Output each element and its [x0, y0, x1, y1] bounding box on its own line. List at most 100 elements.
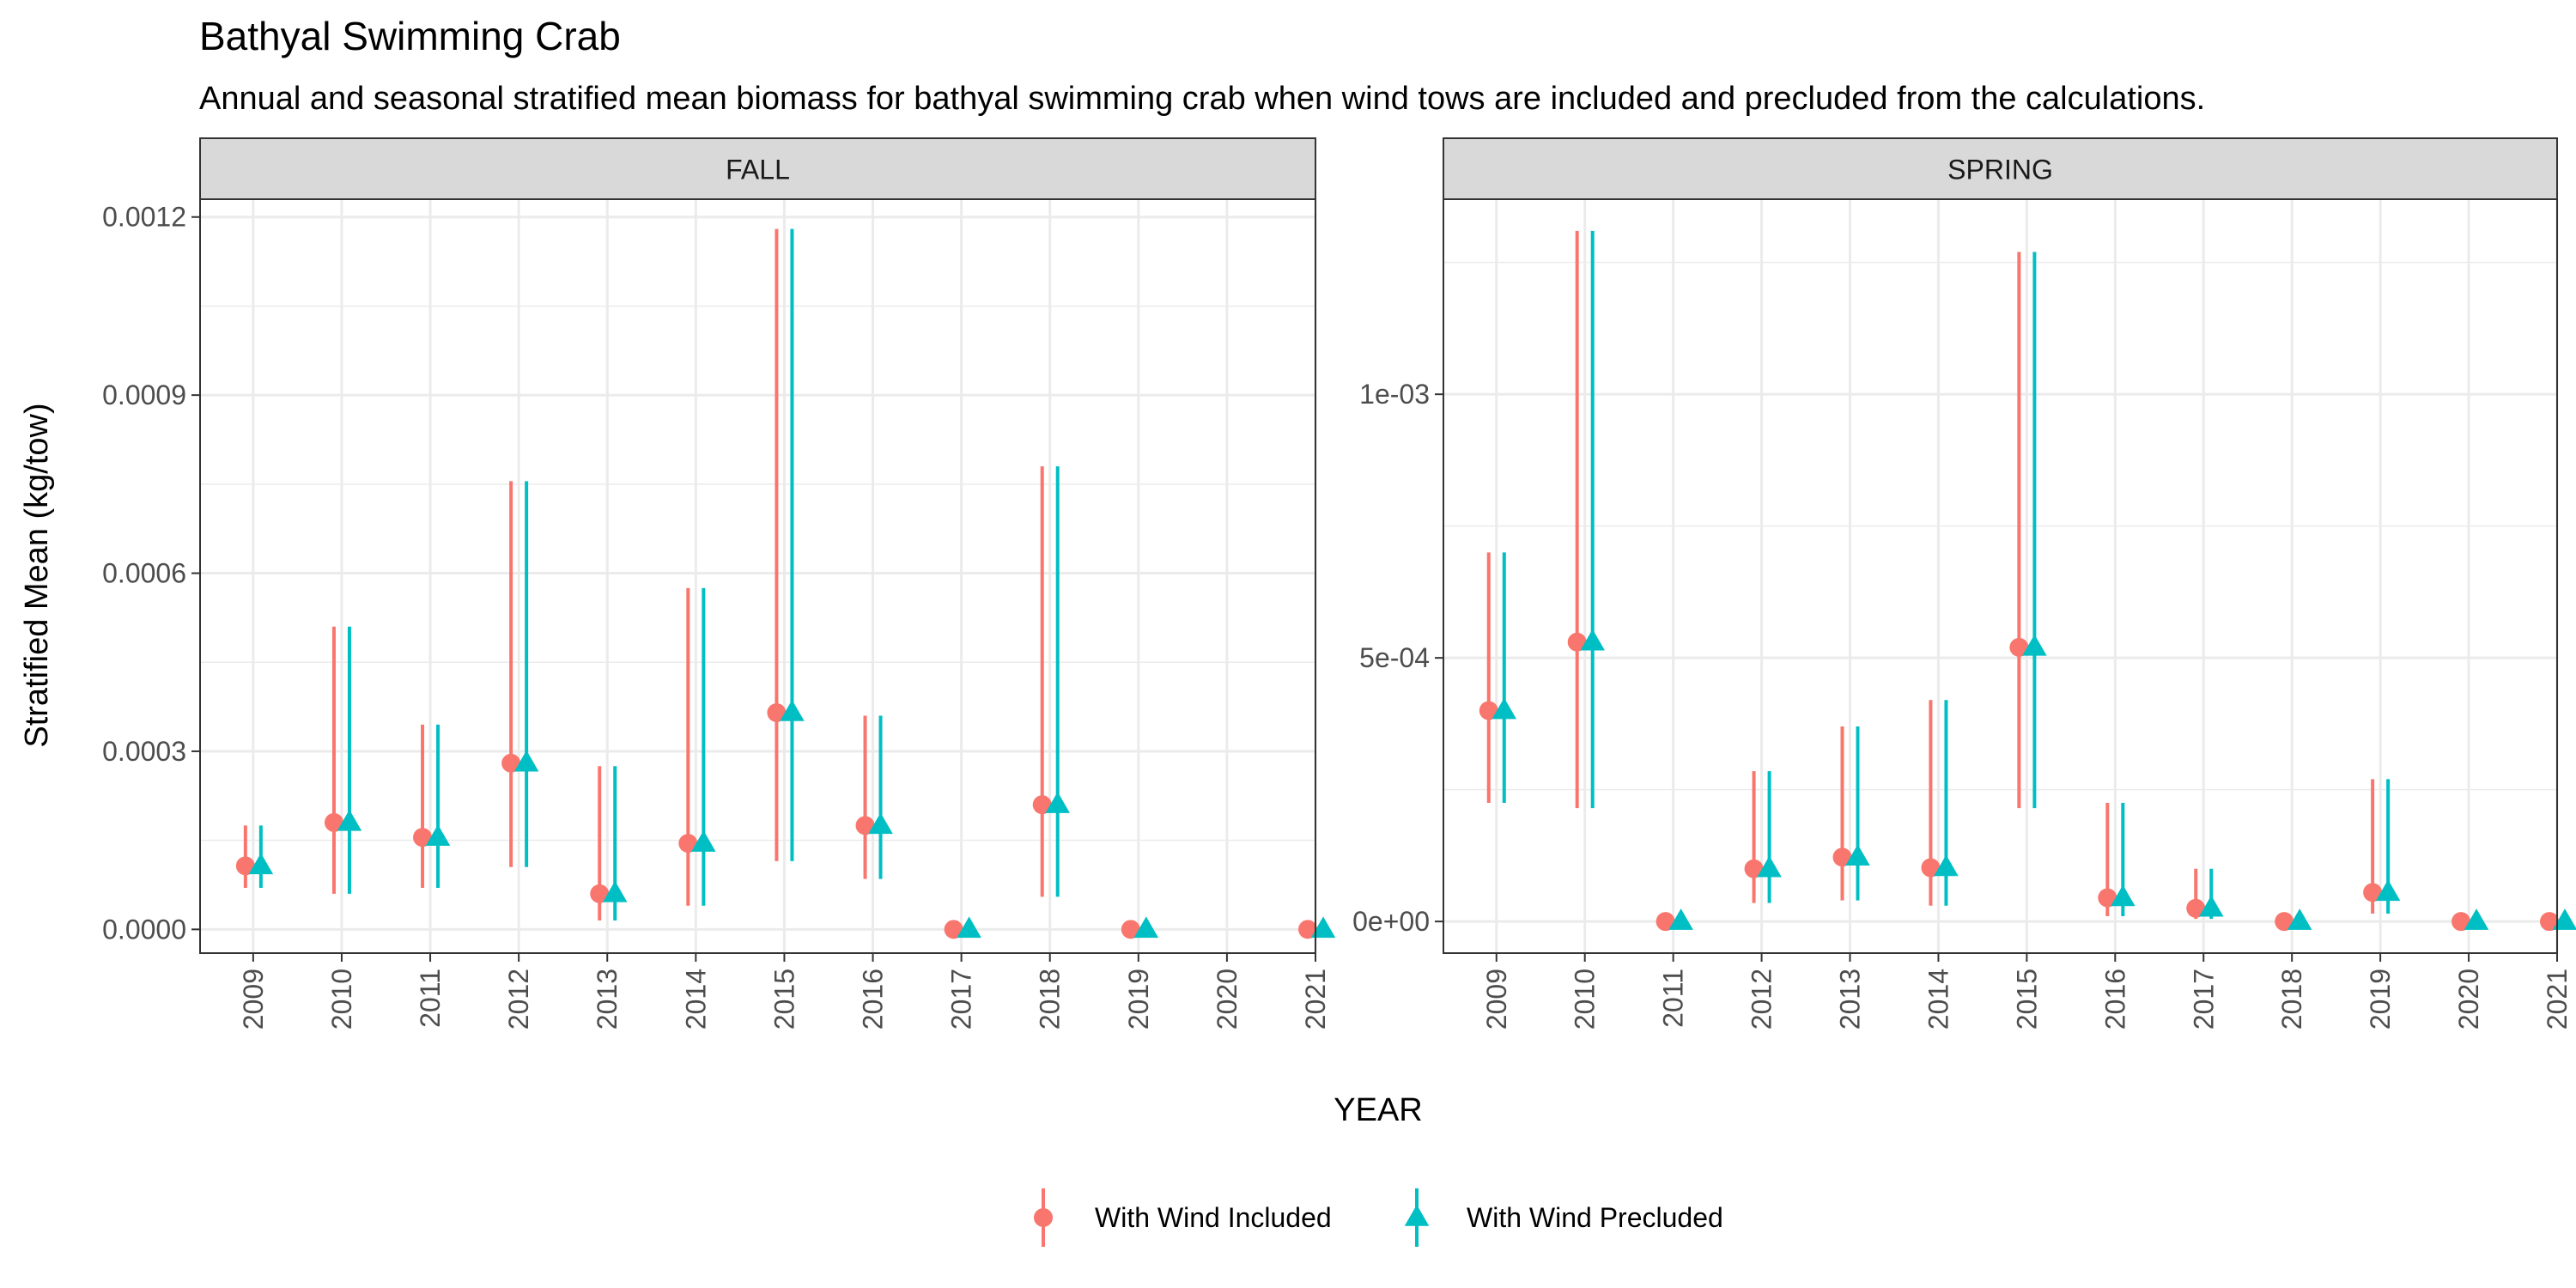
y-tick-label: 5e-04: [1359, 642, 1430, 673]
panel-border: [1443, 198, 2558, 954]
x-tick-label: 2011: [1658, 969, 1689, 1028]
x-tick-label: 2019: [1123, 969, 1154, 1030]
data-point: [590, 884, 610, 903]
data-point: [1744, 859, 1764, 878]
data-point: [2111, 884, 2136, 907]
x-tick-label: 2009: [1481, 969, 1512, 1030]
y-tick-label: 0e+00: [1352, 906, 1430, 937]
x-tick-label: 2019: [2365, 969, 2396, 1030]
data-point: [767, 703, 787, 723]
data-point: [1567, 632, 1587, 652]
data-point: [501, 753, 521, 773]
facet-label: SPRING: [1947, 155, 2053, 185]
chart-subtitle: Annual and seasonal stratified mean biom…: [199, 81, 2205, 117]
data-point: [868, 812, 893, 835]
x-tick-label: 2013: [1835, 969, 1866, 1030]
data-point: [1133, 916, 1159, 939]
data-point: [944, 920, 963, 939]
panel-fall: FALL 0.0000 0.0003 0.0006 0.0009 0.0012 2009 20…: [102, 137, 1336, 1030]
data-point: [1757, 855, 1782, 878]
data-point: [957, 916, 981, 939]
legend-key-marker: [1034, 1208, 1053, 1227]
data-point: [1656, 912, 1675, 932]
data-point: [1479, 701, 1498, 720]
x-tick-label: 2015: [769, 969, 799, 1030]
data-point: [2186, 898, 2206, 918]
panel-spring: SPRING 0e+00 5e-04 1e-03 2009 2010 2011 2012 201…: [1352, 137, 2576, 1030]
data-point: [1310, 916, 1336, 939]
y-tick-label: 0.0000: [102, 914, 186, 945]
data-point: [2552, 908, 2576, 930]
data-point: [235, 856, 255, 876]
chart-title: Bathyal Swimming Crab: [199, 14, 621, 58]
x-tick-label: 2021: [2542, 969, 2573, 1030]
legend-item: With Wind Included: [1034, 1188, 1332, 1247]
y-tick-label: 1e-03: [1359, 379, 1430, 410]
y-tick-label: 0.0003: [102, 736, 186, 767]
x-tick-label: 2017: [2188, 969, 2219, 1030]
data-point: [2022, 634, 2047, 656]
data-point: [602, 880, 628, 902]
y-axis-label: Stratified Mean (kg/tow): [19, 403, 55, 747]
x-tick-label: 2010: [326, 969, 357, 1030]
data-point: [425, 824, 451, 846]
x-tick-label: 2013: [592, 969, 623, 1030]
facet-strip: [199, 137, 1316, 200]
x-tick-label: 2020: [1212, 969, 1242, 1030]
facet-label: FALL: [726, 155, 790, 185]
data-point: [1032, 795, 1052, 815]
data-point: [2363, 883, 2383, 902]
data-point: [1121, 920, 1140, 939]
x-tick-label: 2015: [2011, 969, 2042, 1030]
y-tick-label: 0.0009: [102, 380, 186, 410]
x-axis-label: YEAR: [1334, 1092, 1422, 1128]
x-tick-label: 2018: [2276, 969, 2307, 1030]
data-point: [2540, 912, 2559, 932]
data-point: [1045, 792, 1070, 813]
panels: FALL 0.0000 0.0003 0.0006 0.0009 0.0012 2009 20…: [102, 137, 2576, 1030]
data-point: [2375, 879, 2401, 902]
y-tick-label: 0.0006: [102, 558, 186, 589]
data-point: [1934, 854, 1959, 877]
data-point: [691, 830, 716, 852]
x-tick-label: 2010: [1570, 969, 1601, 1030]
panel-border: [199, 198, 1316, 954]
x-tick-label: 2016: [2099, 969, 2130, 1030]
x-tick-label: 2016: [858, 969, 889, 1030]
legend-item: With Wind Precluded: [1404, 1188, 1723, 1247]
x-tick-label: 2021: [1300, 969, 1331, 1030]
x-tick-label: 2009: [238, 969, 269, 1030]
data-point: [1298, 920, 1317, 939]
data-point: [2287, 908, 2312, 930]
data-point: [2464, 908, 2489, 930]
legend: With Wind Included With Wind Precluded: [1034, 1188, 1723, 1247]
legend-label: With Wind Precluded: [1467, 1202, 1723, 1233]
plot-area: [1443, 199, 2557, 953]
data-point: [513, 750, 539, 772]
x-tick-label: 2020: [2453, 969, 2484, 1030]
data-point: [2009, 637, 2029, 657]
data-point: [337, 809, 362, 831]
legend-label: With Wind Included: [1095, 1202, 1332, 1233]
x-tick-label: 2012: [503, 969, 534, 1030]
data-point: [678, 834, 698, 854]
data-point: [2451, 912, 2471, 932]
x-tick-label: 2018: [1035, 969, 1066, 1030]
data-point: [1580, 629, 1605, 651]
x-tick-label: 2014: [1923, 969, 1953, 1030]
data-point: [2275, 912, 2294, 932]
y-tick-label: 0.0012: [102, 202, 186, 233]
data-point: [780, 700, 805, 721]
data-point: [2098, 888, 2117, 908]
data-point: [248, 853, 274, 875]
data-point: [413, 828, 433, 848]
data-point: [1845, 844, 1870, 866]
x-tick-label: 2012: [1747, 969, 1777, 1030]
data-point: [1668, 908, 1693, 930]
data-point: [324, 812, 343, 832]
x-tick-label: 2017: [946, 969, 977, 1030]
data-point: [855, 816, 875, 835]
plot-area: [200, 199, 1315, 953]
data-point: [2199, 895, 2224, 917]
